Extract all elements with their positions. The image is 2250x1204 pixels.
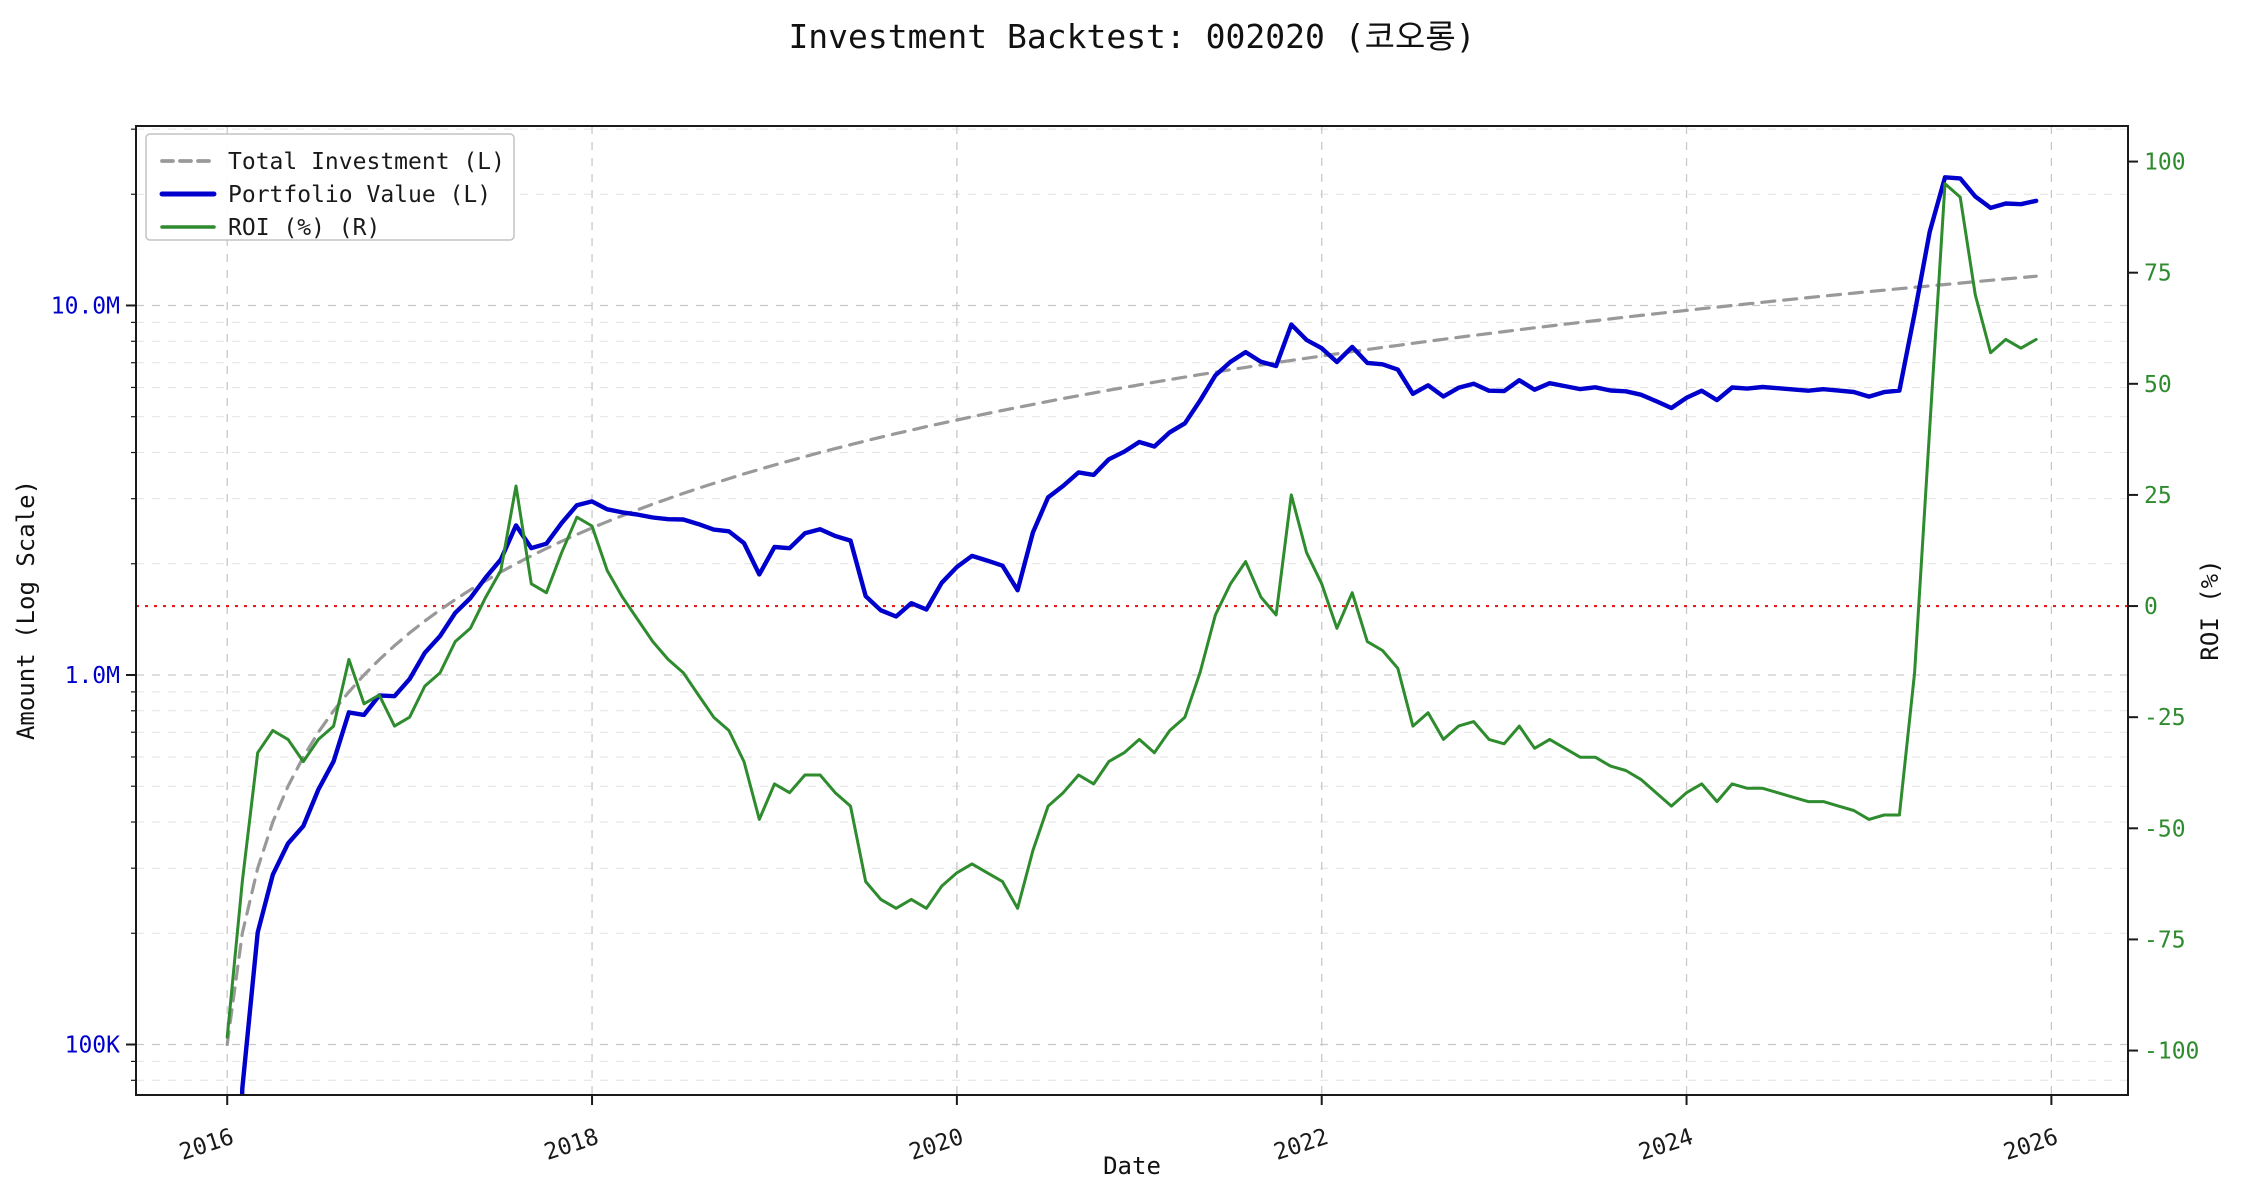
plot-area (136, 126, 2128, 1095)
right-axis-tick-label: 50 (2144, 372, 2172, 398)
x-axis-tick-label: 2026 (2001, 1124, 2062, 1166)
right-axis-tick-label: -75 (2144, 927, 2186, 953)
right-axis-title: ROI (%) (2196, 559, 2224, 660)
x-axis-tick-label: 2016 (176, 1124, 237, 1166)
x-axis-tick-label: 2020 (906, 1124, 967, 1166)
series-layer (136, 175, 2128, 1095)
chart-title: Investment Backtest: 002020 (코오롱) (788, 17, 1475, 56)
left-axis-tick-label: 100K (65, 1032, 121, 1058)
right-axis-tick-label: -50 (2144, 816, 2186, 842)
legend-item-label: ROI (%) (R) (228, 215, 380, 241)
legend: Total Investment (L) Portfolio Value (L) R… (145, 133, 515, 241)
legend-item-label: Total Investment (L) (228, 149, 505, 175)
legend-box (145, 133, 515, 241)
grid-layer (136, 126, 2128, 1095)
x-axis-tick-label: 2022 (1271, 1124, 1332, 1166)
series-total-investment-l-line (225, 274, 2038, 1047)
x-axis-title: Date (1103, 1152, 1161, 1180)
left-axis-tick-label: 10.0M (51, 293, 120, 319)
right-axis-tick-label: 75 (2144, 261, 2172, 287)
x-axis-tick-label: 2018 (541, 1124, 602, 1166)
right-axis-tick-label: -25 (2144, 705, 2186, 731)
plot-border (135, 125, 2129, 1096)
series-portfolio-value-l-line (239, 175, 2039, 1095)
left-axis-title: Amount (Log Scale) (12, 480, 40, 740)
right-axis-tick-label: 25 (2144, 483, 2172, 509)
right-axis-tick-label: 100 (2144, 150, 2186, 176)
left-axis-tick-label: 1.0M (65, 663, 120, 689)
right-axis-tick-label: 0 (2144, 594, 2158, 620)
legend-item-label: Portfolio Value (L) (228, 182, 491, 208)
x-axis-tick-label: 2024 (1636, 1124, 1697, 1166)
right-axis-tick-label: -100 (2144, 1039, 2199, 1065)
series-roi-r-line (225, 182, 2038, 1039)
